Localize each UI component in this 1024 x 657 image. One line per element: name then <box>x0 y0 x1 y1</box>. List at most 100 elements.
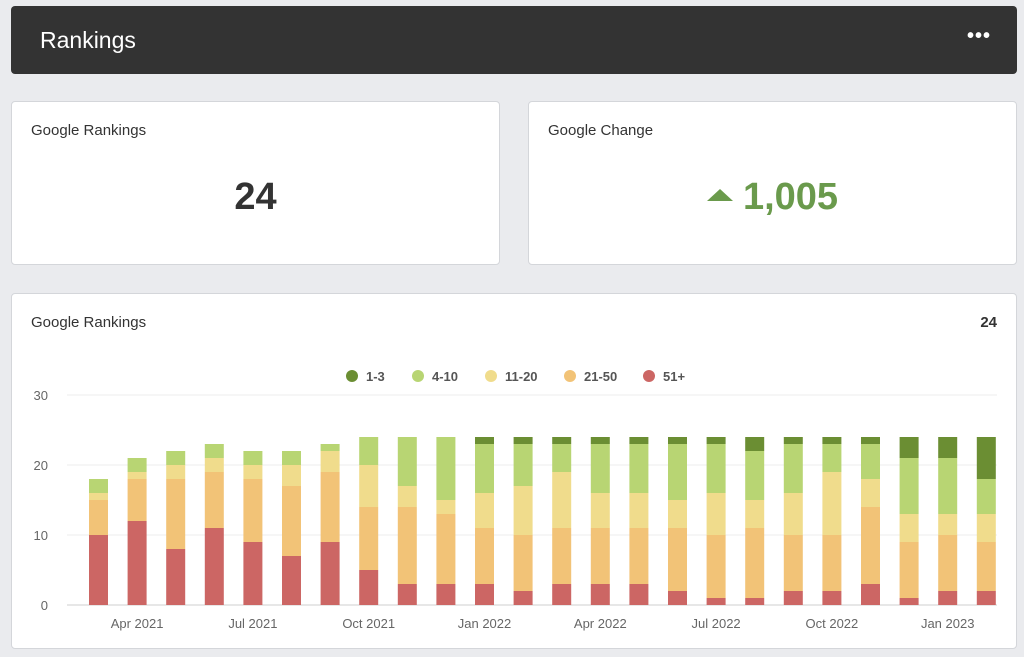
y-tick-label: 10 <box>34 528 48 543</box>
bar-segment-51+ <box>899 598 919 605</box>
stacked-bar-chart: 1-3 4-10 11-20 21-50 51+ 0 10 20 30 Apr 2021 Jul… <box>34 369 997 631</box>
bar-segment-1-3 <box>706 437 726 444</box>
bar-segment-21-50 <box>861 507 880 584</box>
google-change-card: Google Change 1,005 <box>528 101 1017 265</box>
bar-segment-21-50 <box>359 507 379 570</box>
page-header: Rankings ••• <box>11 6 1017 74</box>
bar-segment-4-10 <box>282 451 301 465</box>
bar-segment-1-3 <box>590 437 610 444</box>
bar-segment-51+ <box>320 542 340 605</box>
legend-label: 1-3 <box>366 369 385 384</box>
bar-segment-21-50 <box>590 528 610 584</box>
x-tick-label: Jan 2022 <box>458 616 512 631</box>
change-value: 1,005 <box>742 176 839 218</box>
rankings-chart-card: Google Rankings 24 1-3 4-10 11-20 21-50 51+ … <box>11 293 1017 649</box>
bar-segment-21-50 <box>745 528 765 598</box>
x-axis: Apr 2021 Jul 2021 Oct 2021 Jan 2022 Apr 2022… <box>111 616 975 631</box>
bar-segment-51+ <box>590 584 610 605</box>
bar-segment-51+ <box>359 570 379 605</box>
bar-segment-4-10 <box>938 458 958 514</box>
bar-segment-1-3 <box>861 437 880 444</box>
x-tick-label: Oct 2022 <box>806 616 859 631</box>
bar-segment-11-20 <box>745 500 765 528</box>
bar-segment-11-20 <box>899 514 919 542</box>
bar-segment-4-10 <box>475 444 494 493</box>
bar-segment-4-10 <box>243 451 263 465</box>
bar-segment-4-10 <box>706 444 726 493</box>
bar-segment-51+ <box>282 556 301 605</box>
arrow-up-icon <box>706 188 733 201</box>
bar-segment-51+ <box>629 584 649 605</box>
bar-segment-4-10 <box>552 444 572 472</box>
y-tick-label: 20 <box>34 458 48 473</box>
bar-segment-11-20 <box>204 458 224 472</box>
bar-segment-11-20 <box>706 493 726 535</box>
bar-segment-51+ <box>552 584 572 605</box>
bar-segment-51+ <box>745 598 765 605</box>
bar-segment-11-20 <box>282 465 301 486</box>
bar-segment-1-3 <box>552 437 572 444</box>
bar-segment-4-10 <box>783 444 803 493</box>
bar-segment-51+ <box>861 584 880 605</box>
bar-segment-11-20 <box>513 486 533 535</box>
bar-segment-11-20 <box>359 465 379 507</box>
bar-segment-1-3 <box>475 437 494 444</box>
bar-segment-51+ <box>397 584 417 605</box>
bar-segment-21-50 <box>282 486 301 556</box>
bar-segment-21-50 <box>552 528 572 584</box>
bar-segment-11-20 <box>976 514 996 542</box>
bar-segment-21-50 <box>436 514 456 584</box>
bar-segment-21-50 <box>397 507 417 584</box>
legend-marker <box>564 370 576 382</box>
legend-label: 51+ <box>663 369 685 384</box>
legend-label: 11-20 <box>505 369 538 384</box>
bar-segment-1-3 <box>668 437 687 444</box>
bar-segment-21-50 <box>822 535 842 591</box>
chart-title: Google Rankings <box>31 314 147 331</box>
change-value-wrap: 1,005 <box>529 176 1016 219</box>
page-title: Rankings <box>40 26 136 53</box>
bar-segment-4-10 <box>899 458 919 514</box>
bar-segment-4-10 <box>745 451 765 500</box>
x-tick-label: Jul 2022 <box>692 616 741 631</box>
bar-segment-1-3 <box>783 437 803 444</box>
bar-segment-51+ <box>436 584 456 605</box>
bar-segment-11-20 <box>166 465 186 479</box>
legend-marker <box>412 370 424 382</box>
x-tick-label: Apr 2022 <box>574 616 627 631</box>
bar-segment-51+ <box>822 591 842 605</box>
bar-segment-21-50 <box>89 500 108 535</box>
y-tick-label: 0 <box>41 598 48 613</box>
bar-segment-4-10 <box>822 444 842 472</box>
bar-segment-4-10 <box>629 444 649 493</box>
rankings-value: 24 <box>234 176 277 218</box>
bar-segment-11-20 <box>783 493 803 535</box>
bar-segment-4-10 <box>590 444 610 493</box>
x-tick-label: Apr 2021 <box>111 616 164 631</box>
bar-segment-51+ <box>243 542 263 605</box>
bar-segment-51+ <box>89 535 108 605</box>
x-tick-label: Jul 2021 <box>228 616 277 631</box>
bar-segment-4-10 <box>320 444 340 451</box>
bar-segment-51+ <box>938 591 958 605</box>
bar-segment-51+ <box>668 591 687 605</box>
bar-segment-11-20 <box>822 472 842 535</box>
bar-segment-51+ <box>166 549 186 605</box>
bar-segment-11-20 <box>475 493 494 528</box>
legend-marker <box>643 370 655 382</box>
bar-segment-11-20 <box>127 472 147 479</box>
more-options-icon[interactable]: ••• <box>966 25 991 47</box>
bar-segment-11-20 <box>243 465 263 479</box>
legend-label: 4-10 <box>432 369 458 384</box>
bar-segment-21-50 <box>668 528 687 591</box>
bar-segment-21-50 <box>783 535 803 591</box>
bar-segment-4-10 <box>204 444 224 458</box>
bar-segment-21-50 <box>976 542 996 591</box>
y-tick-label: 30 <box>34 388 48 403</box>
bar-segment-51+ <box>513 591 533 605</box>
bar-segment-4-10 <box>359 437 379 465</box>
bar-segment-11-20 <box>629 493 649 528</box>
x-tick-label: Jan 2023 <box>921 616 975 631</box>
bar-segment-4-10 <box>397 437 417 486</box>
bar-segment-11-20 <box>861 479 880 507</box>
